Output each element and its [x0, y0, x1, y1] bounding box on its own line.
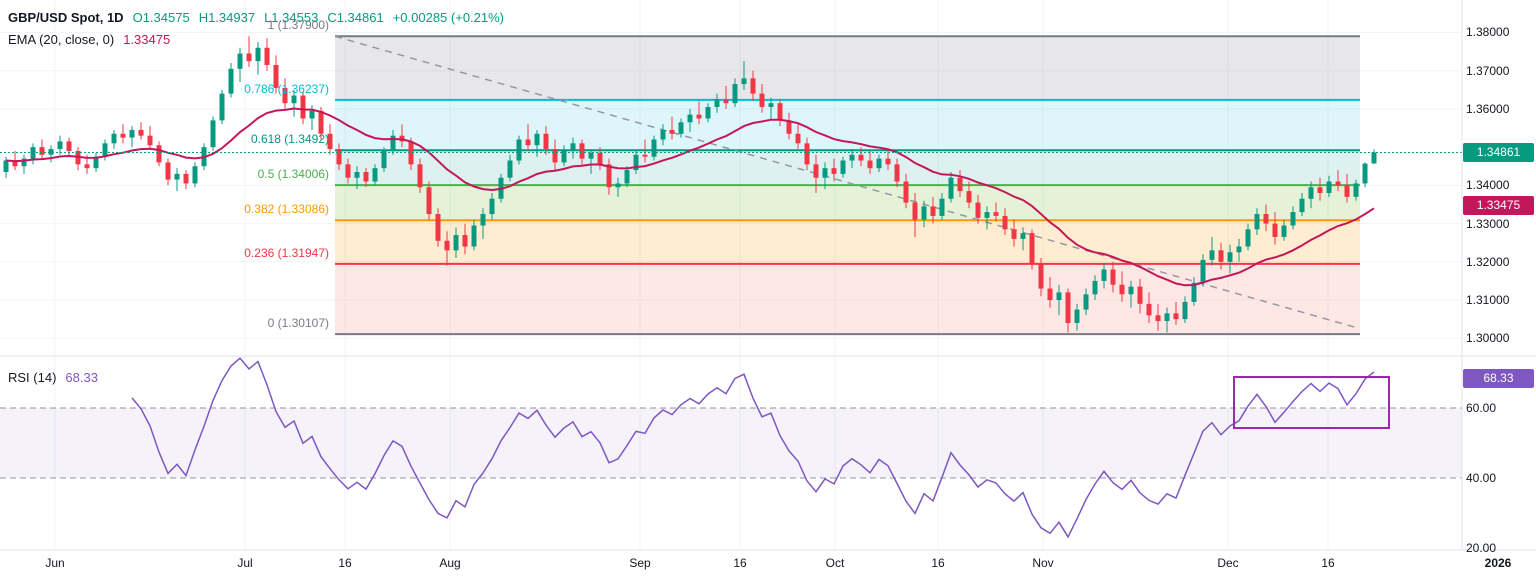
- ohlc-row: GBP/USD Spot, 1D O1.34575 H1.34937 L1.34…: [8, 6, 504, 28]
- time-axis-label: Jun: [45, 556, 65, 570]
- fib-level-label: 0.5 (1.34006): [257, 167, 329, 182]
- last-price-badge: 1.34861: [1463, 142, 1534, 162]
- time-axis-label: Dec: [1217, 556, 1239, 570]
- time-axis-label: 16: [1321, 556, 1335, 570]
- time-axis[interactable]: [0, 550, 1536, 581]
- price-axis[interactable]: [1462, 0, 1536, 550]
- close-value: C1.34861: [327, 9, 384, 25]
- rsi-value-badge: 68.33: [1463, 369, 1534, 389]
- time-axis-label: 16: [733, 556, 747, 570]
- fib-level-label: 0.382 (1.33086): [244, 202, 329, 217]
- ema-row: EMA (20, close, 0) 1.33475: [8, 28, 504, 50]
- rsi-axis-label: 60.00: [1466, 401, 1497, 416]
- low-value: L1.34553: [264, 9, 319, 25]
- price-axis-label: 1.31000: [1466, 293, 1510, 308]
- open-value: O1.34575: [132, 9, 190, 25]
- time-axis-label: Sep: [629, 556, 651, 570]
- price-axis-label: 1.32000: [1466, 254, 1510, 269]
- fib-level-label: 0.786 (1.36237): [244, 81, 329, 96]
- symbol-title[interactable]: GBP/USD Spot, 1D: [8, 9, 124, 25]
- rsi-legend: RSI (14) 68.33: [8, 370, 98, 385]
- price-axis-label: 1.30000: [1466, 331, 1510, 346]
- fib-level-label: 0 (1.30107): [267, 316, 329, 331]
- rsi-axis-label: 40.00: [1466, 471, 1497, 486]
- fib-level-label: 0.618 (1.3492): [250, 132, 329, 147]
- rsi-axis-label: 20.00: [1466, 541, 1497, 555]
- price-axis-label: 1.36000: [1466, 101, 1510, 116]
- time-axis-label: Oct: [825, 556, 845, 570]
- fib-level-label: 1 (1.37900): [267, 18, 329, 33]
- high-value: H1.34937: [198, 9, 256, 25]
- time-axis-label: 2026: [1484, 556, 1512, 570]
- change-value: +0.00285 (+0.21%): [392, 9, 505, 25]
- rsi-indicator-label[interactable]: RSI (14): [8, 370, 57, 385]
- time-axis-label: Jul: [237, 556, 253, 570]
- price-axis-label: 1.33000: [1466, 216, 1510, 231]
- time-axis-label: Aug: [439, 556, 461, 570]
- rsi-indicator-value: 68.33: [65, 370, 98, 385]
- symbol-legend: GBP/USD Spot, 1D O1.34575 H1.34937 L1.34…: [8, 6, 504, 50]
- ema-indicator-label[interactable]: EMA (20, close, 0): [8, 31, 115, 47]
- time-axis-label: 16: [931, 556, 945, 570]
- time-axis-label: Nov: [1032, 556, 1054, 570]
- time-axis-label: 16: [338, 556, 352, 570]
- price-axis-label: 1.34000: [1466, 178, 1510, 193]
- price-axis-label: 1.38000: [1466, 25, 1510, 40]
- ema-value-badge: 1.33475: [1463, 195, 1534, 215]
- ema-indicator-value: 1.33475: [123, 31, 171, 47]
- price-axis-label: 1.37000: [1466, 63, 1510, 78]
- fib-level-label: 0.236 (1.31947): [244, 245, 329, 260]
